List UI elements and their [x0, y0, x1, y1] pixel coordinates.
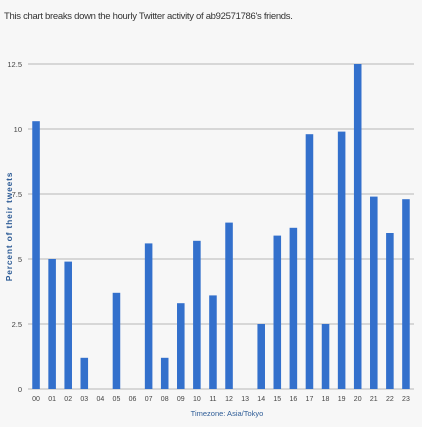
x-tick-label: 14: [257, 396, 265, 403]
x-tick-label: 18: [322, 396, 330, 403]
x-tick-label: 03: [80, 396, 88, 403]
bar: [337, 131, 346, 389]
y-tick-label: 12.5: [7, 60, 22, 69]
bar: [160, 357, 169, 389]
bar: [112, 292, 121, 389]
bar: [402, 199, 410, 389]
bar: [305, 134, 314, 389]
x-tick-label: 06: [129, 396, 137, 403]
y-axis-label: Percent of their tweets: [4, 172, 14, 282]
x-tick-label: 12: [225, 396, 233, 403]
bar: [370, 196, 378, 389]
x-tick-label: 21: [370, 396, 378, 403]
x-tick-label: 17: [306, 396, 314, 403]
x-tick-label: 19: [338, 396, 346, 403]
bar: [32, 121, 40, 389]
x-tick-label: 13: [241, 396, 249, 403]
x-tick-label: 15: [273, 396, 281, 403]
y-tick-label: 0: [18, 385, 22, 394]
y-tick-label: 7.5: [12, 190, 22, 199]
x-tick-label: 20: [354, 396, 362, 403]
bar: [144, 243, 153, 389]
bar: [386, 233, 394, 389]
x-tick-label: 11: [209, 396, 216, 403]
bar: [273, 235, 282, 389]
x-tick-label: 16: [289, 396, 297, 403]
y-tick-label: 10: [14, 125, 22, 134]
x-tick-label: 22: [386, 396, 394, 403]
x-tick-label: 10: [193, 396, 201, 403]
x-tick-label: 08: [161, 396, 169, 403]
x-tick-label: 04: [96, 396, 104, 403]
bar: [257, 324, 265, 389]
chart-subtitle: This chart breaks down the hourly Twitte…: [4, 11, 293, 22]
x-tick-label: 23: [402, 396, 410, 403]
bar: [225, 222, 233, 389]
x-tick-label: 05: [113, 396, 121, 403]
bar: [289, 227, 298, 389]
x-tick-label: 00: [32, 396, 40, 403]
bar: [209, 295, 217, 389]
y-tick-label: 5: [18, 255, 22, 264]
x-tick-label: 09: [177, 396, 185, 403]
x-axis-label: Timezone: Asia/Tokyo: [191, 409, 264, 418]
x-tick-label: 07: [145, 396, 153, 403]
y-tick-label: 2.5: [12, 320, 22, 329]
x-tick-label: 01: [48, 396, 56, 403]
bar: [177, 303, 185, 389]
bar: [353, 64, 362, 389]
bar: [193, 240, 201, 389]
x-tick-label: 02: [64, 396, 72, 403]
bar: [64, 261, 72, 389]
bar: [48, 259, 56, 389]
bar: [321, 324, 330, 389]
bar: [80, 357, 89, 389]
